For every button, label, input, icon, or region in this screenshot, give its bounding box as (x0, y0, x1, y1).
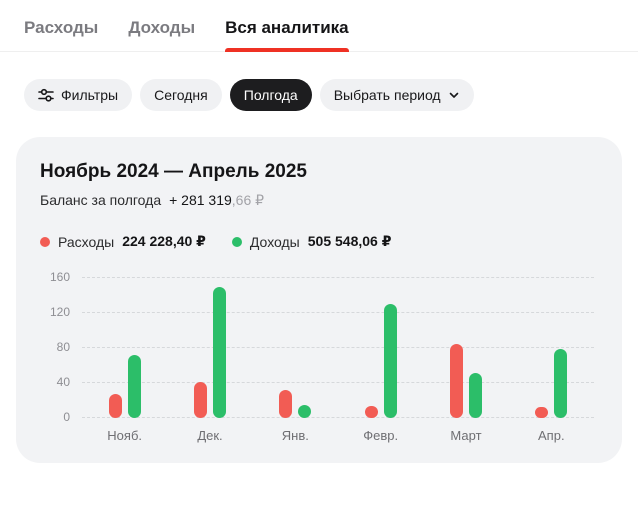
x-axis-label: Февр. (363, 428, 399, 443)
bar-group-6[interactable] (509, 278, 594, 418)
today-chip[interactable]: Сегодня (140, 79, 222, 111)
balance-label: Баланс за полгода (40, 192, 162, 208)
income-bar[interactable] (298, 404, 312, 418)
tab-all-analytics[interactable]: Вся аналитика (225, 18, 349, 52)
expenses-bar[interactable] (279, 390, 293, 418)
tab-expenses[interactable]: Расходы (24, 18, 99, 37)
expenses-bar[interactable] (193, 382, 207, 418)
bar-group-1[interactable] (82, 278, 167, 418)
x-axis-label: Янв. (281, 428, 309, 443)
expenses-dot-icon (40, 236, 50, 247)
plot-area: 0 40 80 120 160 (50, 271, 594, 423)
period-title: Ноябрь 2024 — Апрель 2025 (40, 161, 307, 182)
select-period-chip[interactable]: Выбрать период (319, 79, 474, 111)
income-dot-icon (231, 236, 242, 247)
bar-group-5[interactable] (423, 278, 508, 418)
legend-income-value: 505 548,06 ₽ (307, 233, 392, 249)
filters-button[interactable]: Фильтры (24, 79, 133, 111)
y-axis-tick: 120 (49, 305, 70, 319)
select-period-label: Выбрать период (333, 86, 441, 103)
gridline (82, 347, 594, 348)
bar-groups (82, 278, 594, 418)
legend-item-income: Доходы 505 548,06 ₽ (231, 233, 392, 250)
x-axis-label: Нояб. (107, 428, 143, 443)
half-year-label: Полгода (243, 86, 298, 103)
income-bar[interactable] (212, 286, 226, 418)
y-axis-tick: 0 (63, 410, 70, 424)
x-axis-label: Март (450, 428, 482, 443)
expenses-bar[interactable] (535, 406, 549, 418)
y-axis-tick: 160 (49, 270, 70, 284)
legend-income-name: Доходы (249, 233, 300, 250)
x-axis-label: Дек. (197, 428, 223, 443)
analytics-card: Ноябрь 2024 — Апрель 2025 Баланс за полг… (16, 137, 622, 463)
filters-label: Фильтры (61, 86, 119, 103)
tab-income[interactable]: Доходы (128, 18, 196, 37)
expenses-bar[interactable] (364, 405, 378, 418)
income-bar[interactable] (127, 355, 141, 418)
bar-group-3[interactable] (253, 278, 338, 418)
legend-expenses-value: 224 228,40 ₽ (122, 233, 206, 249)
income-bar[interactable] (554, 348, 568, 418)
half-year-chip[interactable]: Полгода (229, 79, 312, 111)
legend-expenses-name: Расходы (58, 233, 115, 250)
bar-group-2[interactable] (167, 278, 252, 418)
tab-bar: Расходы Доходы Вся аналитика (0, 0, 638, 52)
y-axis-tick: 80 (56, 340, 70, 354)
legend-item-expenses: Расходы 224 228,40 ₽ (40, 233, 206, 250)
x-axis-labels: Нояб. Дек. Янв. Февр. Март Апр. (82, 428, 594, 443)
sliders-icon (38, 87, 54, 103)
balance-fraction: ,66 ₽ (231, 192, 265, 208)
y-axis-tick: 40 (56, 375, 70, 389)
gridline (82, 417, 594, 418)
expenses-bar[interactable] (108, 393, 122, 418)
bar-group-4[interactable] (338, 278, 423, 418)
income-bar[interactable] (383, 304, 397, 418)
chevron-down-icon (448, 89, 460, 101)
gridline (82, 312, 594, 313)
gridline (82, 382, 594, 383)
balance-row: Баланс за полгода + 281 319,66 ₽ (40, 192, 598, 209)
bar-chart: 0 40 80 120 160 Нояб. Дек. Янв. Февр. Март Апр. (40, 271, 598, 443)
gridline (82, 277, 594, 278)
today-label: Сегодня (154, 86, 208, 103)
x-axis-label: Апр. (538, 428, 565, 443)
balance-main: + 281 319 (169, 192, 232, 208)
expenses-bar[interactable] (449, 343, 463, 418)
income-bar[interactable] (468, 373, 482, 418)
balance-value: + 281 319,66 ₽ (169, 192, 264, 209)
chart-legend: Расходы 224 228,40 ₽ Доходы 505 548,06 ₽ (40, 233, 598, 250)
filter-chip-row: Фильтры Сегодня Полгода Выбрать период (24, 79, 614, 111)
